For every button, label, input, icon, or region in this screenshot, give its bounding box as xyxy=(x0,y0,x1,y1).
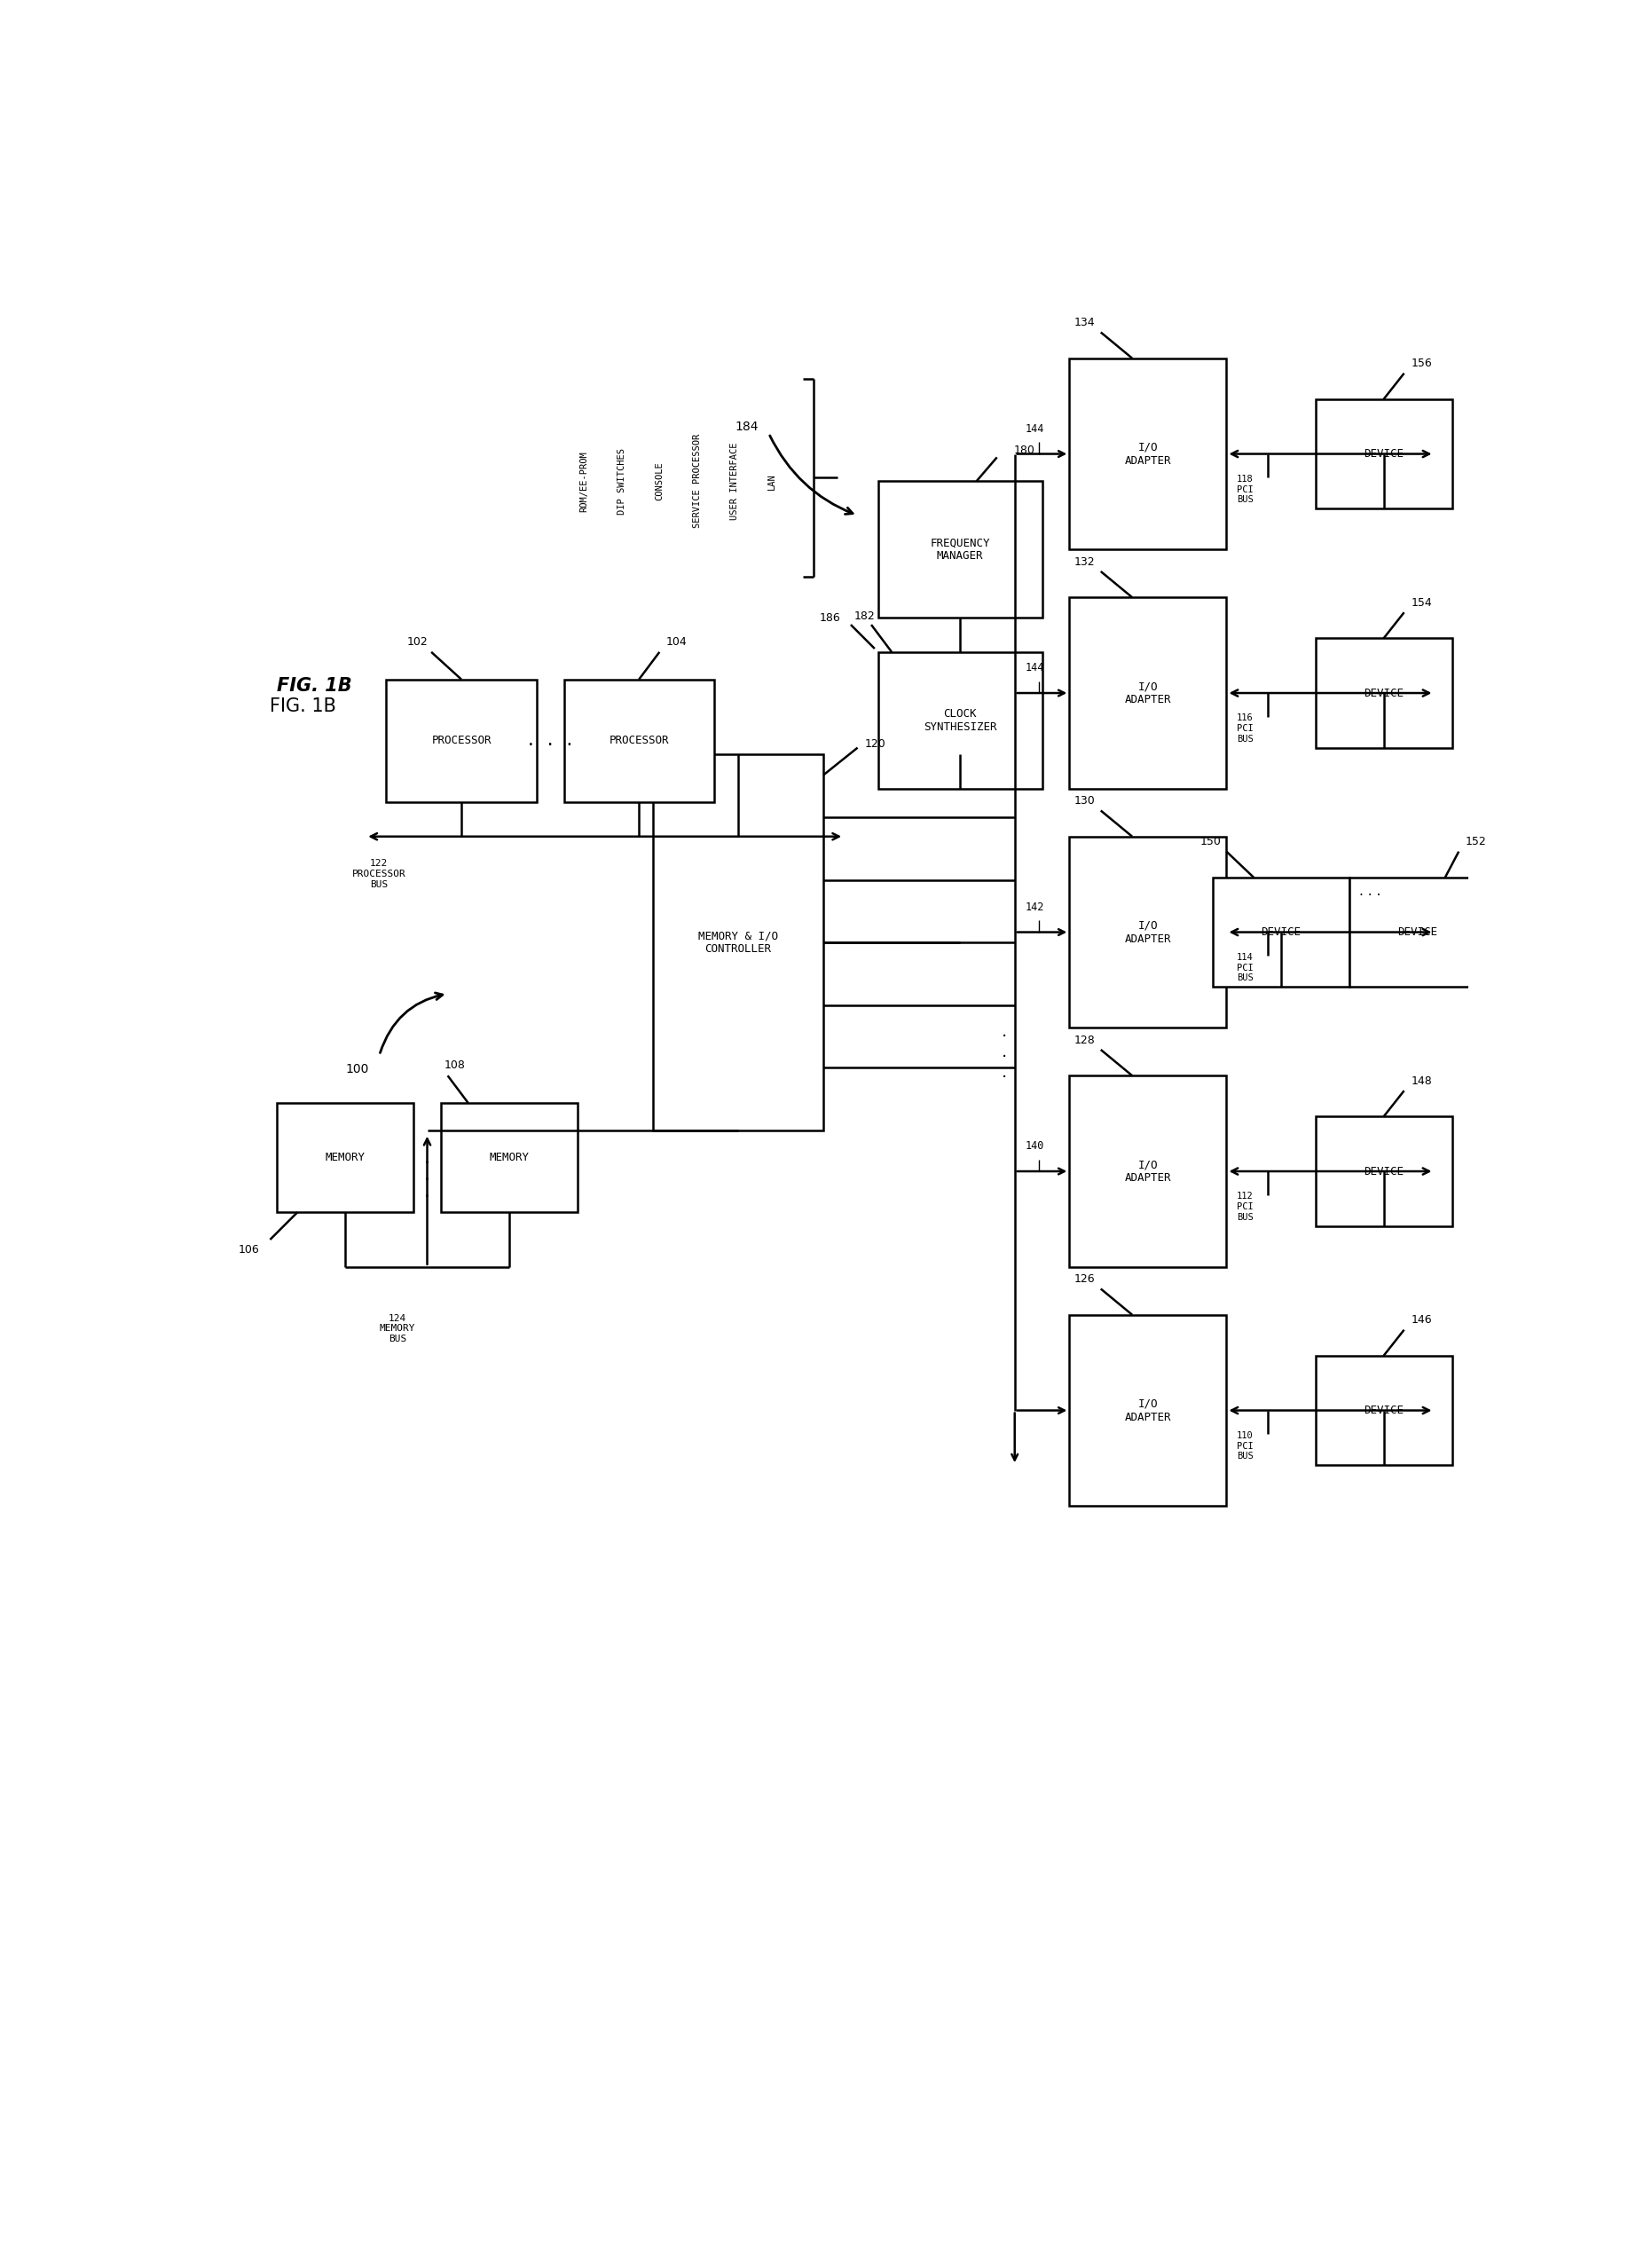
Text: .: . xyxy=(424,1166,430,1184)
Text: 120: 120 xyxy=(864,739,885,751)
Text: I/O
ADAPTER: I/O ADAPTER xyxy=(1124,1397,1171,1422)
Text: DIP SWITCHES: DIP SWITCHES xyxy=(617,449,627,515)
Text: . . .: . . . xyxy=(1360,885,1381,898)
Text: DEVICE: DEVICE xyxy=(1397,925,1438,939)
Text: 146: 146 xyxy=(1410,1315,1432,1327)
Bar xyxy=(1315,1356,1451,1465)
Text: 116
PCI
BUS: 116 PCI BUS xyxy=(1237,714,1253,744)
Bar xyxy=(1212,878,1350,987)
Text: ROM/EE-PROM: ROM/EE-PROM xyxy=(579,451,589,513)
Text: I/O
ADAPTER: I/O ADAPTER xyxy=(1124,1159,1171,1184)
Bar xyxy=(1315,399,1451,508)
Text: 148: 148 xyxy=(1410,1075,1432,1086)
Text: FIG. 1B: FIG. 1B xyxy=(276,678,352,694)
Bar xyxy=(440,1102,578,1213)
Text: LAN: LAN xyxy=(767,474,777,490)
Bar xyxy=(653,755,823,1129)
Text: CONSOLE: CONSOLE xyxy=(654,463,664,501)
Bar xyxy=(276,1102,414,1213)
Text: 154: 154 xyxy=(1410,596,1432,608)
Text: 100: 100 xyxy=(345,1064,368,1075)
Bar xyxy=(879,651,1042,789)
Text: FREQUENCY
MANAGER: FREQUENCY MANAGER xyxy=(931,538,990,562)
Text: 124
MEMORY
BUS: 124 MEMORY BUS xyxy=(380,1313,416,1343)
Text: DEVICE: DEVICE xyxy=(1364,687,1404,699)
Text: I/O
ADAPTER: I/O ADAPTER xyxy=(1124,680,1171,705)
Text: I/O
ADAPTER: I/O ADAPTER xyxy=(1124,921,1171,943)
Text: .: . xyxy=(1001,1023,1008,1039)
Text: 184: 184 xyxy=(735,420,757,433)
Text: USER INTERFACE: USER INTERFACE xyxy=(730,442,739,519)
Text: .: . xyxy=(424,1150,430,1166)
Text: 144: 144 xyxy=(1024,422,1044,435)
Text: SERVICE PROCESSOR: SERVICE PROCESSOR xyxy=(692,433,702,528)
Bar xyxy=(879,481,1042,617)
Text: .: . xyxy=(1001,1064,1008,1080)
Text: 144: 144 xyxy=(1024,662,1044,674)
Text: 110
PCI
BUS: 110 PCI BUS xyxy=(1237,1431,1253,1461)
Text: DEVICE: DEVICE xyxy=(1364,1166,1404,1177)
Text: 106: 106 xyxy=(239,1245,260,1256)
Text: 186: 186 xyxy=(820,612,841,624)
Text: PROCESSOR: PROCESSOR xyxy=(432,735,491,746)
Text: DEVICE: DEVICE xyxy=(1261,925,1301,939)
Text: 142: 142 xyxy=(1024,900,1044,912)
Text: 114
PCI
BUS: 114 PCI BUS xyxy=(1237,953,1253,982)
Bar xyxy=(564,680,715,803)
Text: MEMORY & I/O
CONTROLLER: MEMORY & I/O CONTROLLER xyxy=(699,930,779,955)
Text: 118
PCI
BUS: 118 PCI BUS xyxy=(1237,474,1253,503)
Bar xyxy=(386,680,537,803)
Bar xyxy=(1070,596,1227,789)
Text: DEVICE: DEVICE xyxy=(1364,449,1404,460)
Text: 122
PROCESSOR
BUS: 122 PROCESSOR BUS xyxy=(352,860,406,889)
Text: 150: 150 xyxy=(1199,837,1220,848)
Bar xyxy=(1070,358,1227,549)
Text: 112
PCI
BUS: 112 PCI BUS xyxy=(1237,1193,1253,1222)
Text: CLOCK
SYNTHESIZER: CLOCK SYNTHESIZER xyxy=(923,708,996,733)
Text: 140: 140 xyxy=(1024,1141,1044,1152)
Text: DEVICE: DEVICE xyxy=(1364,1404,1404,1415)
Text: PROCESSOR: PROCESSOR xyxy=(609,735,669,746)
Text: 128: 128 xyxy=(1075,1034,1096,1046)
Text: .: . xyxy=(424,1184,430,1200)
Text: 152: 152 xyxy=(1466,837,1487,848)
Bar xyxy=(1070,1075,1227,1268)
Text: .: . xyxy=(1001,1043,1008,1059)
Text: 182: 182 xyxy=(854,610,875,621)
Text: I/O
ADAPTER: I/O ADAPTER xyxy=(1124,442,1171,467)
Text: 132: 132 xyxy=(1075,556,1096,567)
Text: 134: 134 xyxy=(1075,318,1096,329)
Text: 180: 180 xyxy=(1014,445,1036,456)
Text: FIG. 1B: FIG. 1B xyxy=(270,699,337,717)
Text: 130: 130 xyxy=(1075,796,1096,807)
Bar xyxy=(1315,1116,1451,1227)
Bar xyxy=(1315,637,1451,748)
Text: 104: 104 xyxy=(666,635,687,649)
Text: . . .: . . . xyxy=(527,733,574,748)
Text: 102: 102 xyxy=(407,635,429,649)
Bar xyxy=(1070,837,1227,1027)
Text: 156: 156 xyxy=(1410,358,1432,370)
Text: MEMORY: MEMORY xyxy=(326,1152,365,1163)
Text: MEMORY: MEMORY xyxy=(489,1152,528,1163)
Bar xyxy=(1350,878,1485,987)
Text: 126: 126 xyxy=(1075,1275,1096,1286)
Text: 108: 108 xyxy=(445,1059,466,1070)
Bar xyxy=(1070,1315,1227,1506)
